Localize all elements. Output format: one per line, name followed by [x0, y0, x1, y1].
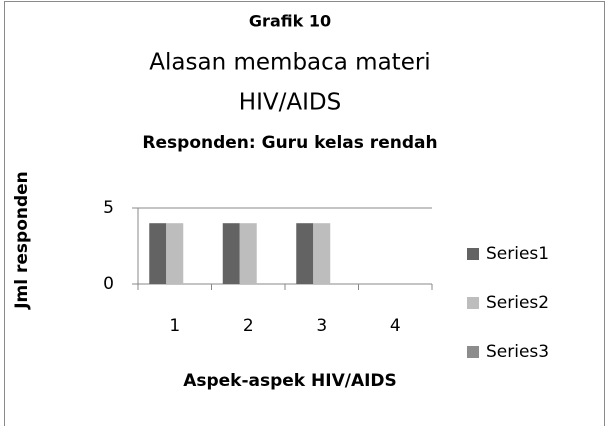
bar: [166, 223, 184, 284]
legend-swatch: [467, 248, 479, 260]
y-axis-title: Jml responden: [12, 171, 32, 310]
bar: [296, 223, 314, 284]
x-axis-title: Aspek-aspek HIV/AIDS: [183, 371, 397, 391]
legend-swatch: [467, 346, 479, 358]
bar: [149, 223, 167, 284]
legend-label: Series3: [486, 342, 549, 362]
chart-title: Grafik 10: [249, 12, 331, 31]
y-tick-label: 0: [103, 274, 114, 294]
chart-title: Alasan membaca materi: [149, 50, 430, 76]
bar: [313, 223, 331, 284]
legend-swatch: [467, 297, 479, 309]
bar: [239, 223, 257, 284]
x-tick-label: 1: [169, 316, 180, 336]
chart-subtitle: Responden: Guru kelas rendah: [142, 133, 437, 153]
y-tick-label: 5: [103, 198, 114, 218]
x-tick-label: 4: [390, 316, 401, 336]
chart-frame: [4, 1, 605, 426]
legend-label: Series2: [486, 293, 549, 313]
x-tick-label: 2: [243, 316, 254, 336]
legend-label: Series1: [486, 244, 549, 264]
x-tick-label: 3: [316, 316, 327, 336]
chart-title: HIV/AIDS: [239, 90, 341, 116]
bar: [222, 223, 240, 284]
